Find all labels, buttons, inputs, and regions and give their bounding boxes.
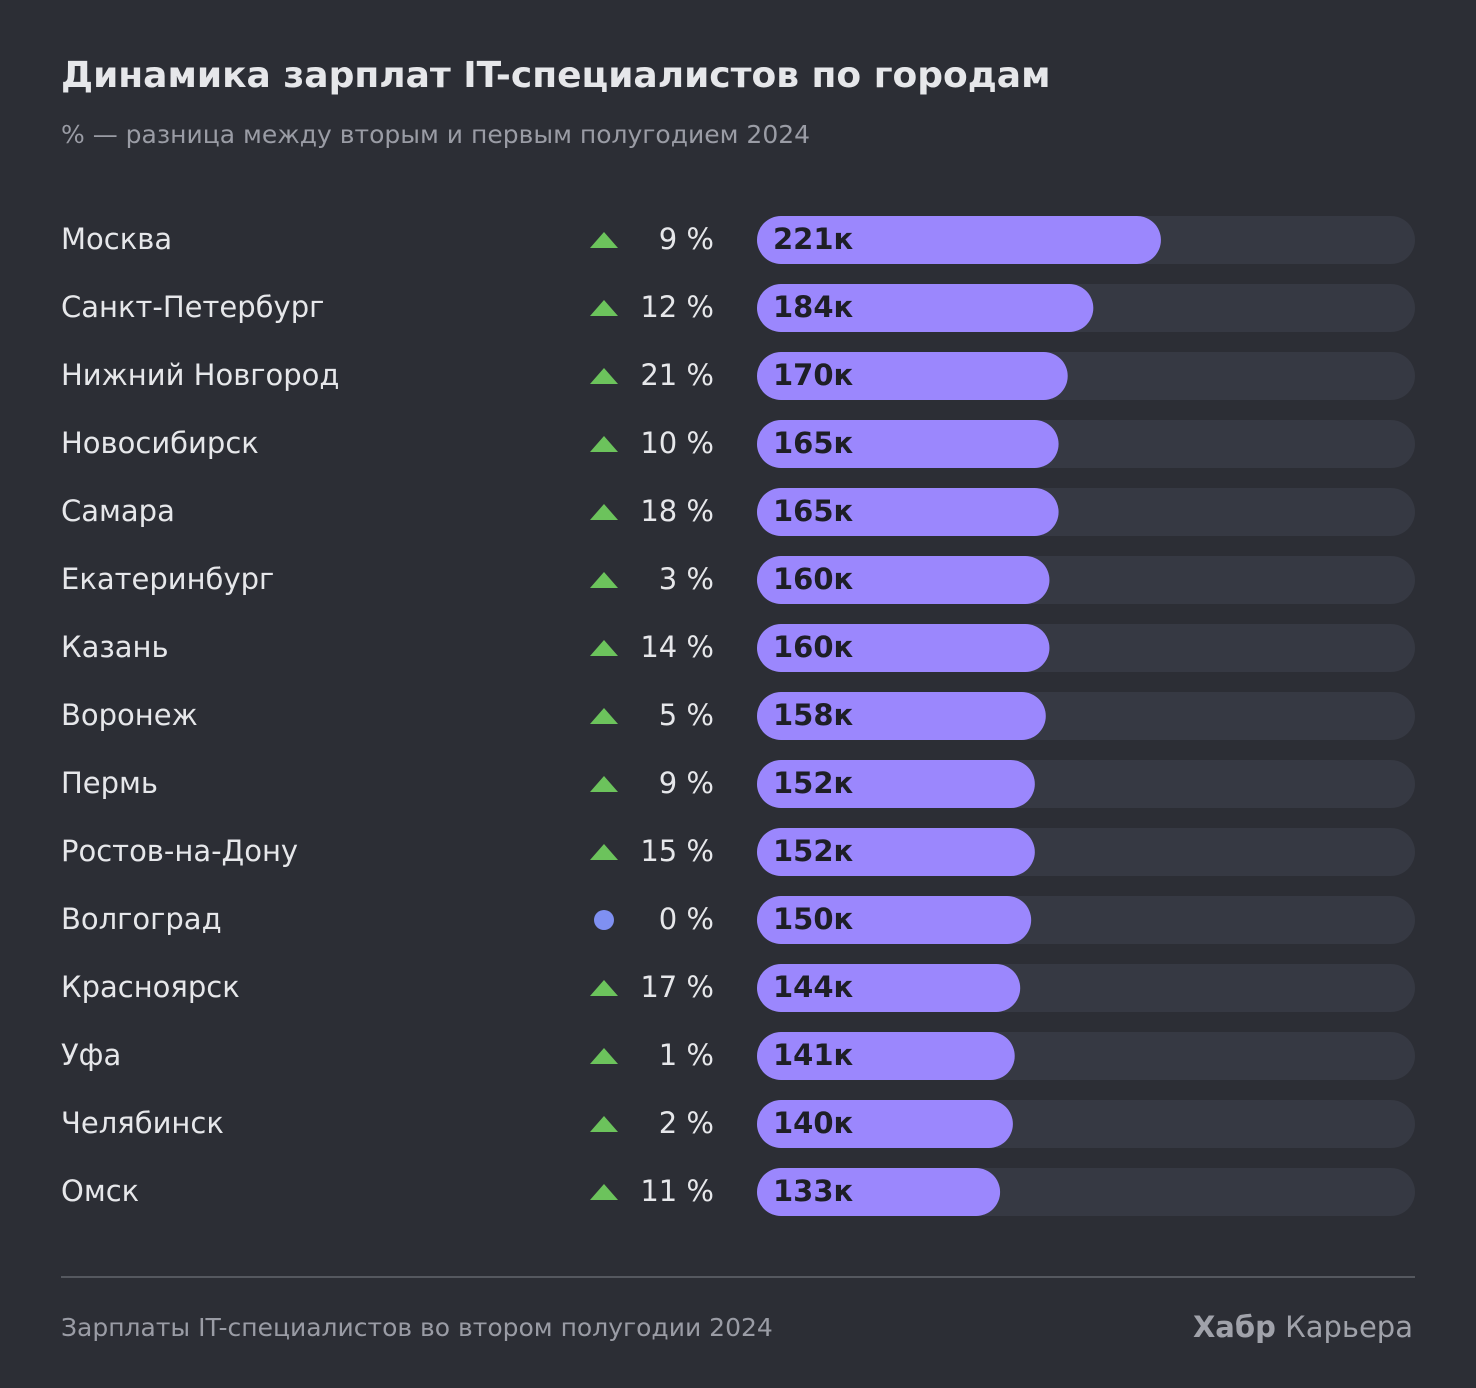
change-label: 18 % bbox=[640, 494, 714, 528]
change-label: 9 % bbox=[659, 766, 714, 800]
value-label: 133к bbox=[773, 1174, 854, 1208]
value-label: 170к bbox=[773, 358, 854, 392]
category-label: Екатеринбург bbox=[61, 562, 274, 596]
footer: Зарплаты IT-специалистов во втором полуг… bbox=[61, 1313, 773, 1342]
change-label: 12 % bbox=[640, 290, 714, 324]
change-label: 11 % bbox=[640, 1174, 714, 1208]
change-up-icon bbox=[590, 232, 618, 248]
category-label: Пермь bbox=[61, 766, 158, 800]
category-label: Самара bbox=[61, 494, 175, 528]
category-label: Санкт-Петербург bbox=[61, 290, 324, 324]
change-flat-icon bbox=[594, 910, 614, 930]
brand-name: Карьера bbox=[1285, 1310, 1413, 1344]
bar bbox=[757, 284, 1094, 332]
bar bbox=[757, 216, 1161, 264]
change-label: 1 % bbox=[659, 1038, 714, 1072]
value-label: 160к bbox=[773, 630, 854, 664]
bar bbox=[757, 1168, 1001, 1216]
category-label: Воронеж bbox=[61, 698, 198, 732]
category-label: Красноярск bbox=[61, 970, 240, 1004]
change-up-icon bbox=[590, 504, 618, 520]
change-label: 17 % bbox=[640, 970, 714, 1004]
change-label: 3 % bbox=[659, 562, 714, 596]
value-label: 150к bbox=[773, 902, 854, 936]
chart-title: Динамика зарплат IT-специалистов по горо… bbox=[61, 55, 1051, 96]
value-label: 141к bbox=[773, 1038, 854, 1072]
category-label: Челябинск bbox=[61, 1106, 224, 1140]
change-label: 0 % bbox=[659, 902, 714, 936]
category-label: Омск bbox=[61, 1174, 139, 1208]
change-up-icon bbox=[590, 708, 618, 724]
change-up-icon bbox=[590, 844, 618, 860]
bar bbox=[757, 964, 1021, 1012]
value-label: 158к bbox=[773, 698, 854, 732]
bar bbox=[757, 420, 1059, 468]
change-label: 14 % bbox=[640, 630, 714, 664]
bar bbox=[757, 488, 1059, 536]
change-up-icon bbox=[590, 776, 618, 792]
category-label: Волгоград bbox=[61, 902, 222, 936]
category-label: Казань bbox=[61, 630, 169, 664]
change-label: 15 % bbox=[640, 834, 714, 868]
bar bbox=[757, 352, 1068, 400]
value-label: 144к bbox=[773, 970, 854, 1004]
change-label: 5 % bbox=[659, 698, 714, 732]
bar bbox=[757, 556, 1050, 604]
brand: Хабр Карьера bbox=[1193, 1310, 1413, 1344]
change-label: 21 % bbox=[640, 358, 714, 392]
bar bbox=[757, 828, 1035, 876]
change-label: 10 % bbox=[640, 426, 714, 460]
value-label: 184к bbox=[773, 290, 854, 324]
change-label: 2 % bbox=[659, 1106, 714, 1140]
change-up-icon bbox=[590, 980, 618, 996]
change-up-icon bbox=[590, 1048, 618, 1064]
value-label: 140к bbox=[773, 1106, 854, 1140]
change-up-icon bbox=[590, 300, 618, 316]
category-label: Новосибирск bbox=[61, 426, 259, 460]
chart-subtitle: % — разница между вторым и первым полуго… bbox=[61, 120, 810, 149]
category-label: Москва bbox=[61, 222, 172, 256]
category-label: Нижний Новгород bbox=[61, 358, 339, 392]
brand-bold: Хабр bbox=[1193, 1310, 1276, 1344]
change-up-icon bbox=[590, 572, 618, 588]
value-label: 165к bbox=[773, 494, 854, 528]
category-label: Уфа bbox=[61, 1038, 121, 1072]
bar bbox=[757, 760, 1035, 808]
change-up-icon bbox=[590, 1184, 618, 1200]
change-up-icon bbox=[590, 436, 618, 452]
value-label: 221к bbox=[773, 222, 854, 256]
change-up-icon bbox=[590, 1116, 618, 1132]
bar bbox=[757, 1032, 1015, 1080]
change-label: 9 % bbox=[659, 222, 714, 256]
value-label: 152к bbox=[773, 766, 854, 800]
bar bbox=[757, 692, 1046, 740]
category-label: Ростов-на-Дону bbox=[61, 834, 298, 868]
bar bbox=[757, 624, 1050, 672]
change-up-icon bbox=[590, 368, 618, 384]
value-label: 152к bbox=[773, 834, 854, 868]
value-label: 160к bbox=[773, 562, 854, 596]
value-label: 165к bbox=[773, 426, 854, 460]
bar bbox=[757, 1100, 1013, 1148]
change-up-icon bbox=[590, 640, 618, 656]
bar bbox=[757, 896, 1032, 944]
